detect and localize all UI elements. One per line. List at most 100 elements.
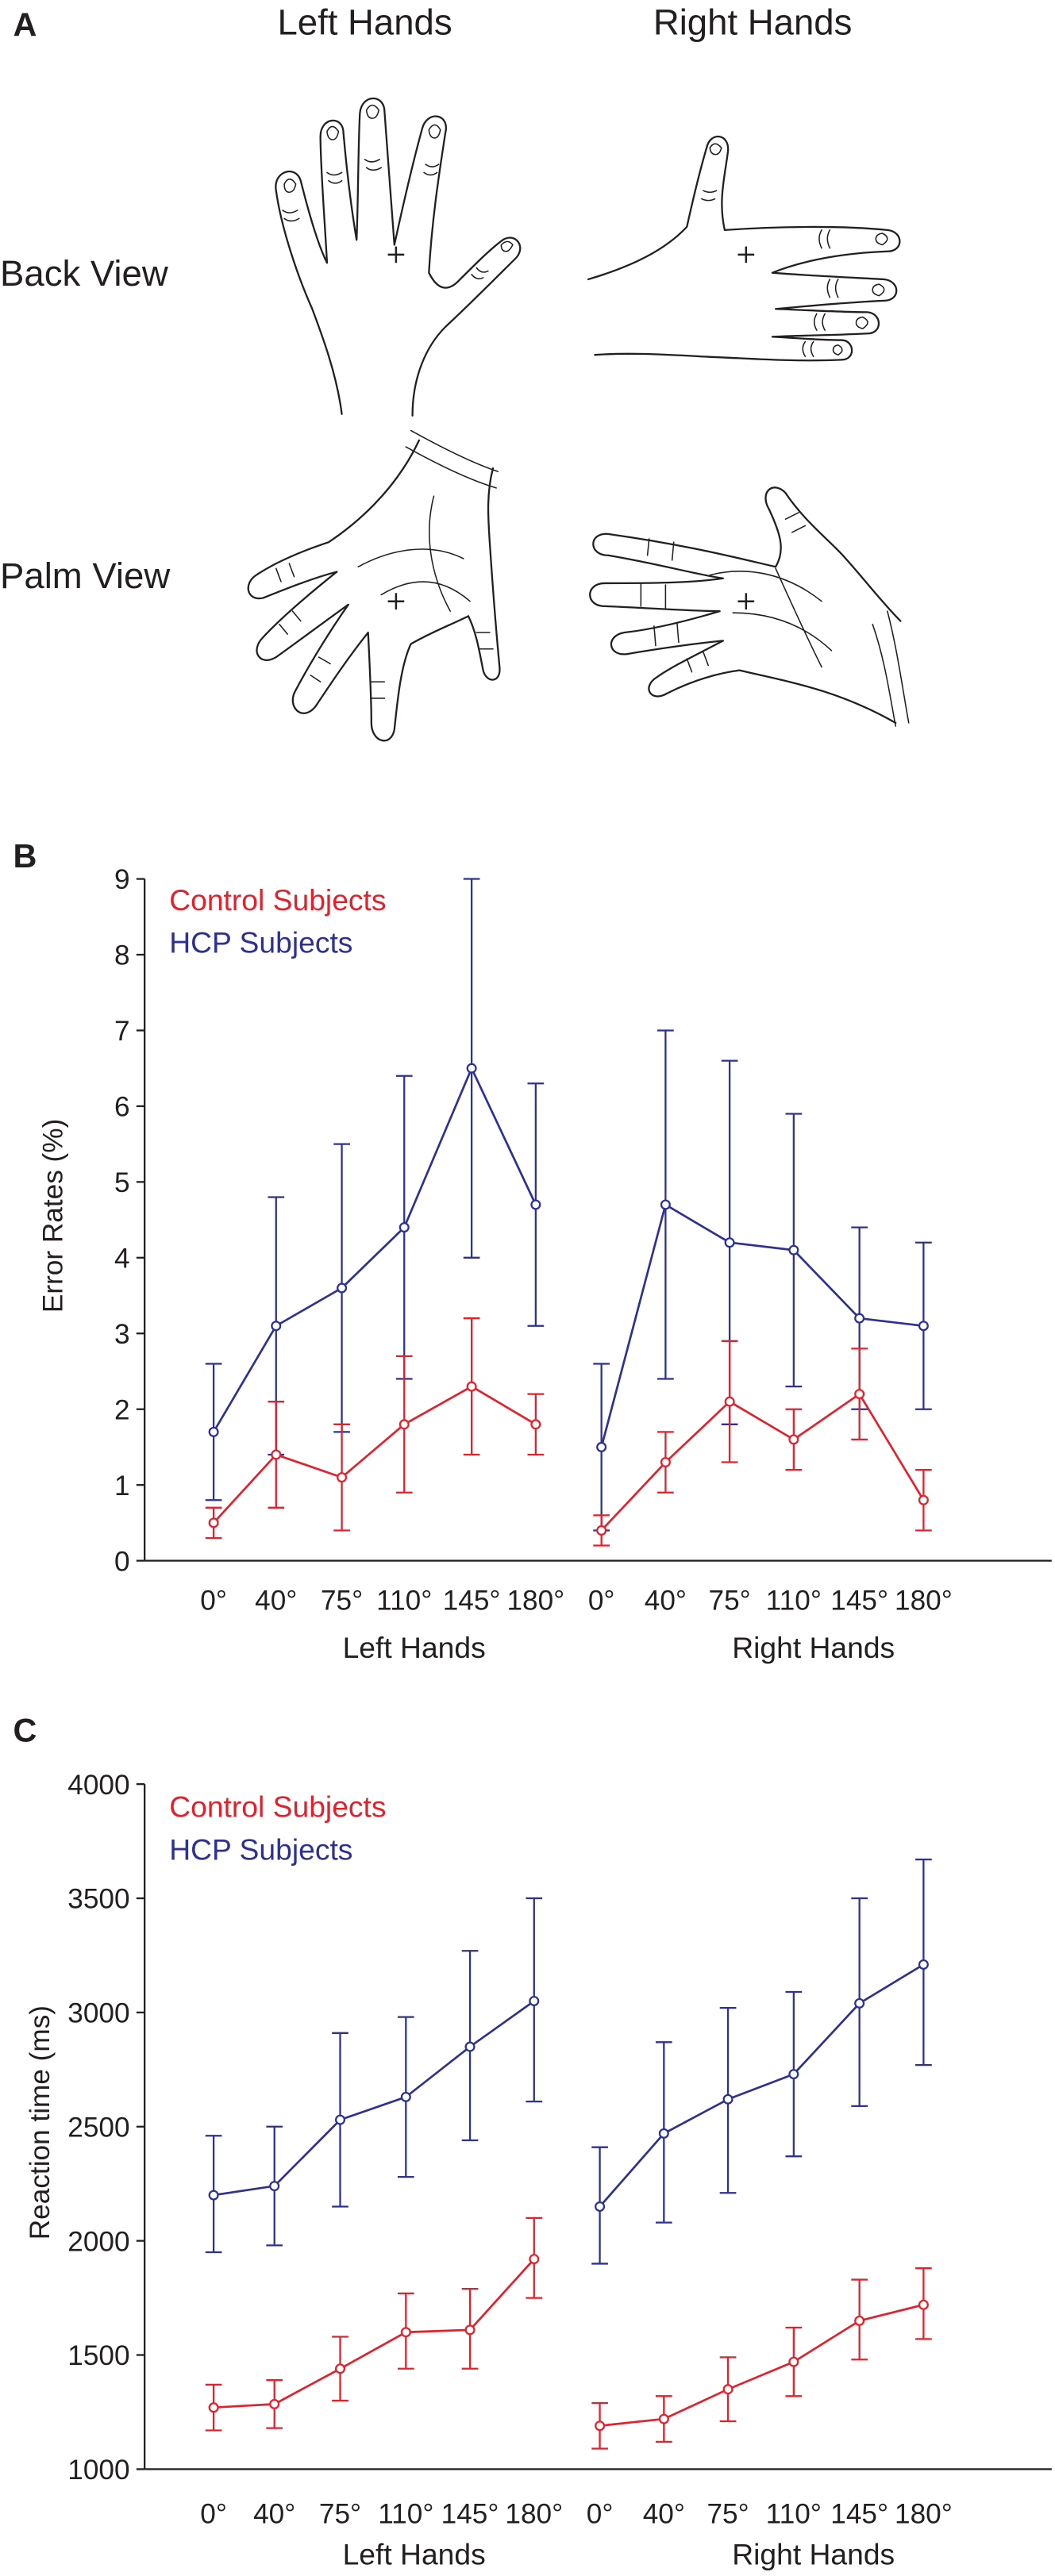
control-subjects-marker: [334, 2363, 346, 2374]
control-subjects-series: [205, 1317, 932, 1547]
control-subjects-marker: [208, 2402, 219, 2413]
hcp-subjects-marker: [271, 1321, 282, 1332]
knuckle-wrinkles: [701, 190, 839, 358]
column-header-right-hands: Right Hands: [653, 2, 853, 43]
palm-creases: [709, 567, 833, 668]
hcp-subjects-marker: [722, 2093, 733, 2105]
y-tick-label: 1500: [67, 2340, 129, 2371]
finger-joint-lines: [275, 563, 494, 699]
x-tick-label: 75°: [321, 1586, 363, 1617]
hcp-subjects-line: [213, 2000, 535, 2197]
hcp-subjects-marker: [208, 2190, 219, 2201]
y-tick-label: 2000: [67, 2226, 129, 2257]
x-tick-label: 75°: [709, 1586, 751, 1617]
control-subjects-marker: [208, 1517, 219, 1528]
control-subjects-marker: [722, 2384, 733, 2395]
y-tick-label: 3500: [67, 1884, 129, 1915]
hcp-subjects-marker: [788, 1244, 799, 1255]
knuckle-wrinkles: [282, 159, 489, 280]
panel-label-a: A: [13, 7, 37, 44]
right-hand-back-view-drawing: [587, 135, 901, 362]
fixation-cross: [737, 593, 755, 610]
x-tick-label: 40°: [253, 2499, 295, 2530]
hcp-subjects-marker: [466, 1063, 477, 1074]
fixation-cross: [387, 246, 405, 263]
legend-entry-control-subjects: Control Subjects: [169, 883, 386, 917]
y-tick-label: 2: [114, 1394, 130, 1425]
hcp-subjects-line: [599, 1963, 925, 2208]
control-subjects-marker: [918, 2299, 929, 2310]
y-tick-label: 3: [114, 1319, 130, 1350]
hcp-subjects-series: [205, 1858, 932, 2265]
palm-creases: [357, 495, 471, 612]
hcp-subjects-marker: [400, 2091, 411, 2102]
hcp-subjects-marker: [399, 1222, 410, 1233]
x-tick-label: 40°: [255, 1586, 297, 1617]
hcp-subjects-marker: [464, 2041, 476, 2052]
x-tick-label: 0°: [200, 1586, 227, 1617]
x-tick-label: 40°: [645, 1586, 687, 1617]
panel-a: A Left Hands Right Hands Back View Palm …: [0, 2, 910, 742]
control-subjects-marker: [530, 1419, 541, 1430]
x-tick-label: 110°: [766, 2499, 822, 2530]
x-tick-label: 75°: [319, 2499, 361, 2530]
y-tick-label: 4000: [67, 1770, 129, 1801]
hcp-subjects-marker: [854, 1997, 865, 2009]
x-group-label: Left Hands: [343, 1631, 486, 1664]
hand-outline: [587, 135, 901, 362]
y-tick-label: 3000: [67, 1998, 129, 2029]
fingernail-details: [283, 104, 514, 252]
control-subjects-line: [213, 1385, 537, 1524]
control-subjects-marker: [724, 1396, 735, 1407]
y-tick-label: 9: [114, 864, 130, 895]
panel-label: C: [13, 1712, 37, 1748]
y-tick-label: 6: [114, 1092, 130, 1123]
control-subjects-marker: [269, 2398, 280, 2409]
control-subjects-marker: [788, 1434, 799, 1445]
x-tick-label: 180°: [895, 2499, 953, 2530]
control-subjects-marker: [788, 2356, 799, 2367]
control-subjects-marker: [464, 2324, 476, 2336]
reaction-time-chart: C 1000 1500 2000 2500 3000 3500 4000 Reaction ti…: [13, 1712, 1052, 2570]
hcp-subjects-marker: [918, 1959, 929, 1970]
error-rate-chart: B 0 1 2 3 4 5 6 7 8 9 Error Rates (%) 0° 40° 75° 110° 14…: [13, 838, 1052, 1664]
control-subjects-line: [214, 2258, 535, 2409]
left-hand-palm-view-drawing: [247, 429, 501, 742]
hcp-subjects-series: [205, 878, 932, 1532]
x-tick-label: 180°: [506, 1586, 564, 1617]
y-tick-label: 0: [114, 1546, 130, 1577]
control-subjects-marker: [466, 1381, 477, 1392]
hcp-subjects-marker: [530, 1199, 541, 1210]
right-hand-palm-view-drawing: [589, 486, 910, 727]
panel-label: B: [13, 838, 37, 875]
x-group-label: Right Hands: [732, 1631, 895, 1664]
x-group-label: Right Hands: [732, 2537, 895, 2570]
control-subjects-marker: [658, 2413, 669, 2424]
hcp-subjects-marker: [854, 1313, 865, 1324]
x-tick-label: 0°: [588, 1586, 615, 1617]
control-subjects-marker: [399, 1419, 410, 1430]
hand-outline: [275, 97, 522, 417]
control-subjects-marker: [854, 1389, 865, 1400]
hand-outline: [247, 439, 501, 742]
x-tick-label: 0°: [200, 2499, 227, 2530]
control-subjects-line: [599, 2303, 924, 2428]
y-tick-label: 2500: [67, 2112, 129, 2143]
x-tick-label: 180°: [505, 2499, 563, 2530]
hcp-subjects-marker: [208, 1426, 219, 1437]
hcp-subjects-marker: [337, 1282, 348, 1294]
fingernail-details: [709, 143, 888, 356]
x-tick-label: 145°: [830, 2499, 888, 2530]
legend-entry-hcp-subjects: HCP Subjects: [169, 926, 352, 959]
hcp-subjects-marker: [724, 1237, 735, 1248]
hcp-subjects-line: [600, 1203, 924, 1448]
x-tick-label: 180°: [895, 1586, 953, 1617]
hcp-subjects-marker: [788, 2069, 799, 2080]
control-subjects-marker: [660, 1457, 671, 1468]
wrist-creases: [872, 610, 910, 727]
hcp-subjects-marker: [596, 1441, 607, 1452]
hcp-subjects-line: [212, 1067, 537, 1433]
x-tick-label: 0°: [587, 2499, 614, 2530]
control-subjects-marker: [596, 1524, 607, 1536]
